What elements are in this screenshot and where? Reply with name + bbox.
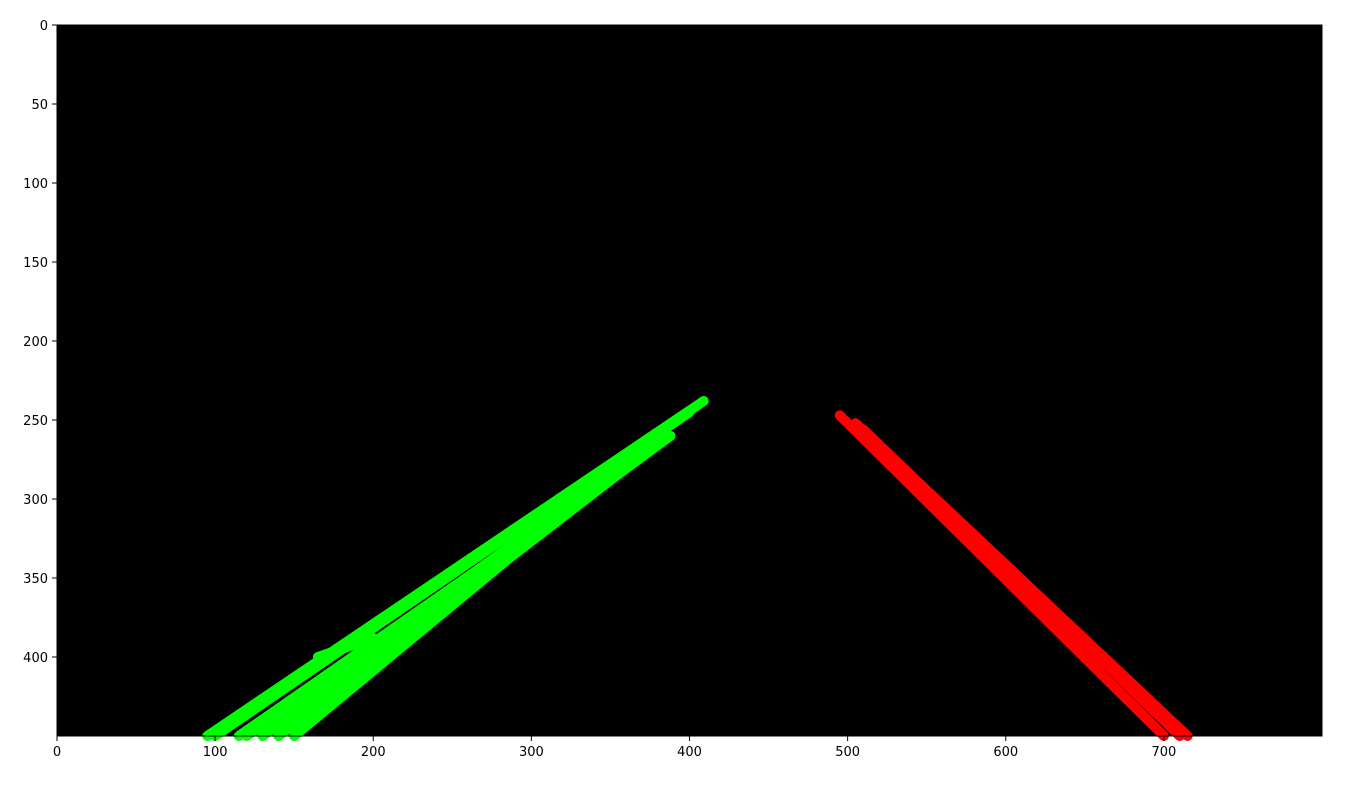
lane-segment-0-8 [336, 644, 395, 694]
lane-segment-1-0 [834, 410, 1169, 741]
x-axis: 0 100 200 300 400 500 600 700 [53, 736, 1176, 760]
y-tick-label-0: 0 [40, 19, 48, 34]
y-tick-label-350: 350 [23, 572, 48, 587]
plot-background [57, 25, 1322, 736]
x-tick-label-400: 400 [677, 745, 702, 760]
lane-segment-0-7 [312, 633, 379, 662]
lane-segment-0-5 [241, 446, 648, 741]
lane-segment-1-2 [858, 424, 1185, 741]
lane-segment-0-1 [210, 407, 695, 741]
y-tick-label-250: 250 [23, 414, 48, 429]
lane-lines-group [202, 396, 1193, 741]
x-tick-label-300: 300 [519, 745, 544, 760]
x-tick-label-0: 0 [53, 745, 61, 760]
x-tick-label-100: 100 [203, 745, 228, 760]
x-tick-label-200: 200 [361, 745, 386, 760]
y-tick-label-100: 100 [23, 177, 48, 192]
y-tick-label-150: 150 [23, 256, 48, 271]
x-tick-label-700: 700 [1151, 745, 1176, 760]
y-tick-label-200: 200 [23, 335, 48, 350]
x-tick-label-600: 600 [993, 745, 1018, 760]
x-tick-label-500: 500 [835, 745, 860, 760]
y-tick-label-50: 50 [31, 98, 48, 113]
y-axis: 0 50 100 150 200 250 300 350 400 [23, 19, 57, 666]
y-tick-label-400: 400 [23, 651, 48, 666]
y-tick-label-300: 300 [23, 493, 48, 508]
